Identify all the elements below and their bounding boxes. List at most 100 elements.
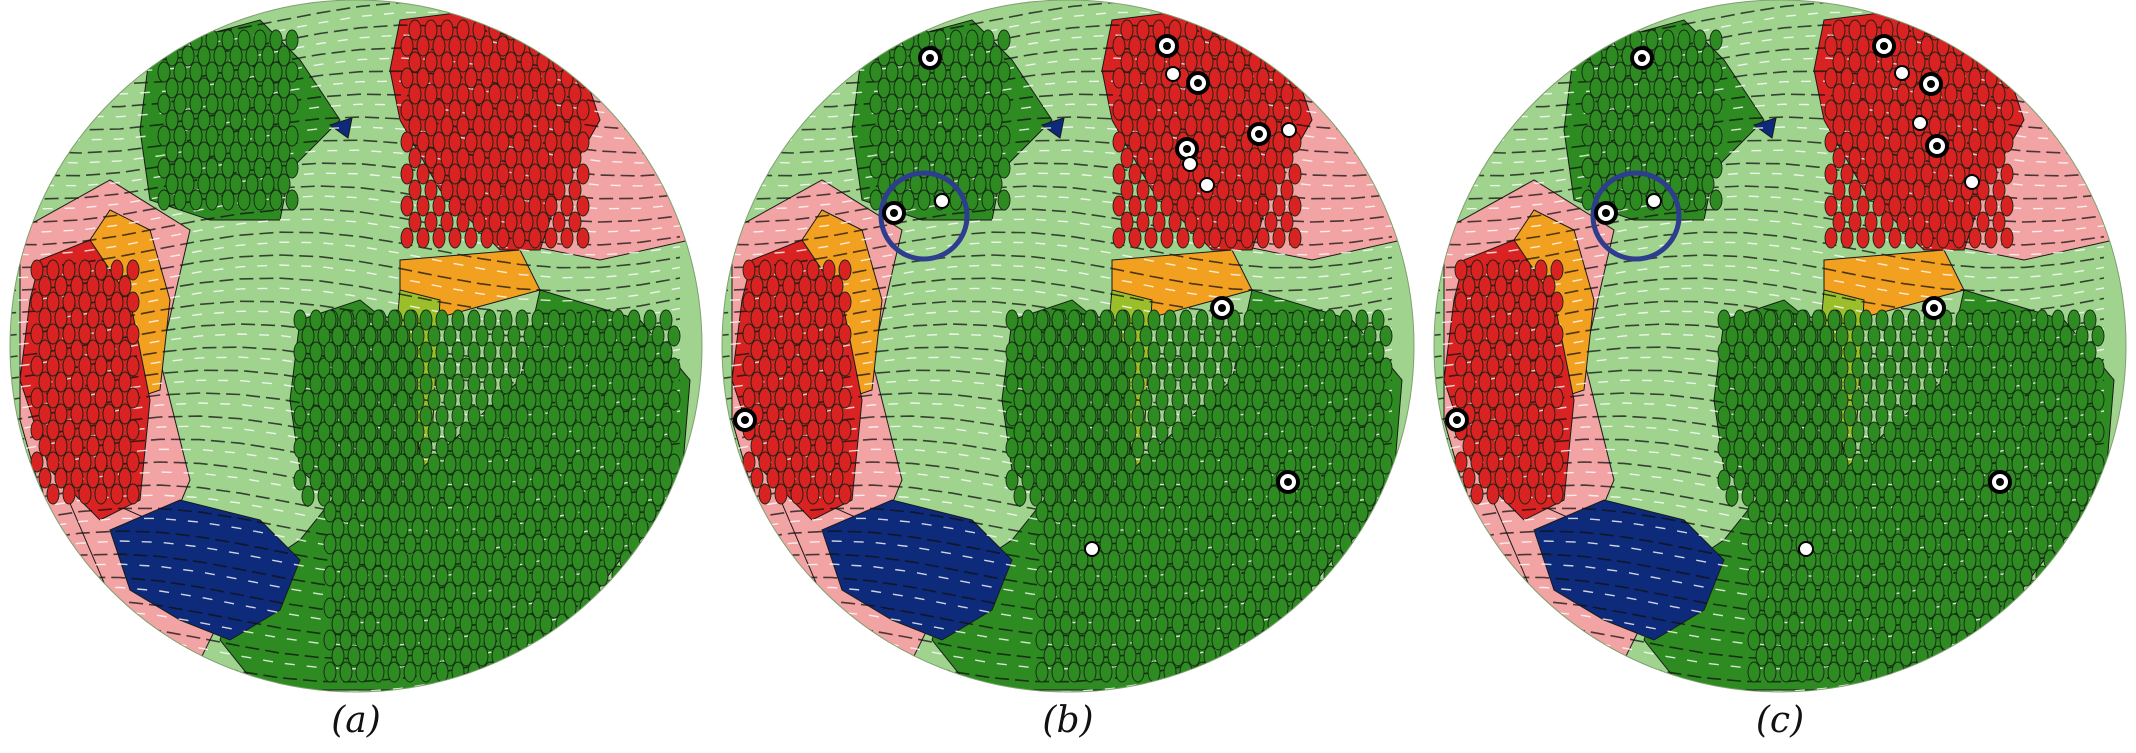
cell	[1968, 67, 1982, 89]
cell	[1267, 645, 1281, 667]
cell	[1747, 533, 1761, 555]
cell	[2000, 227, 2014, 249]
cell	[1819, 645, 1833, 667]
cell	[1819, 389, 1833, 411]
cell	[157, 61, 171, 83]
cell	[38, 435, 52, 457]
cell	[62, 419, 76, 441]
cell	[1819, 613, 1833, 635]
cell	[2003, 373, 2017, 395]
cell	[1243, 373, 1257, 395]
cell	[1581, 61, 1595, 83]
cell	[1179, 629, 1193, 651]
cell	[435, 437, 449, 459]
cell	[925, 109, 939, 131]
cell	[30, 259, 44, 281]
cell	[1099, 373, 1113, 395]
cell	[523, 389, 537, 411]
cell	[1979, 389, 1993, 411]
cell	[901, 189, 915, 211]
cell	[1510, 403, 1524, 425]
marker-point-center	[1183, 145, 1191, 153]
cell	[1128, 67, 1142, 89]
cell	[435, 309, 449, 331]
cell	[619, 581, 633, 603]
cell	[1216, 147, 1230, 169]
cell	[1211, 341, 1225, 363]
cell	[1763, 629, 1777, 651]
cell	[1139, 453, 1153, 475]
cell	[520, 147, 534, 169]
cell	[237, 189, 251, 211]
cell	[790, 483, 804, 505]
cell	[782, 435, 796, 457]
cell	[1867, 357, 1881, 379]
marker-point-center	[1194, 79, 1202, 87]
cell	[909, 141, 923, 163]
cell	[1891, 661, 1905, 683]
cell	[1891, 309, 1905, 331]
cell	[1171, 357, 1185, 379]
cell	[1259, 565, 1273, 587]
cell	[568, 147, 582, 169]
cell	[70, 467, 84, 489]
cell	[1915, 581, 1929, 603]
cell	[408, 19, 422, 41]
cell	[830, 307, 844, 329]
cell	[1478, 371, 1492, 393]
cell	[587, 389, 601, 411]
cell	[2067, 533, 2081, 555]
cell	[2075, 485, 2089, 507]
cell	[339, 565, 353, 587]
cell	[981, 61, 995, 83]
cell	[611, 629, 625, 651]
cell	[1843, 533, 1857, 555]
cell	[531, 469, 545, 491]
cell	[1288, 195, 1302, 217]
cell	[387, 501, 401, 523]
cell	[1872, 99, 1886, 121]
cell	[1187, 549, 1201, 571]
cell	[1880, 179, 1894, 201]
cell	[2003, 309, 2017, 331]
cell	[1083, 629, 1097, 651]
cell	[213, 109, 227, 131]
cell	[1875, 373, 1889, 395]
cell	[1891, 373, 1905, 395]
cell	[2083, 341, 2097, 363]
cell	[424, 83, 438, 105]
cell	[515, 341, 529, 363]
cell	[1107, 357, 1121, 379]
cell	[387, 437, 401, 459]
cell	[651, 581, 665, 603]
cell	[157, 29, 171, 51]
cell	[539, 613, 553, 635]
cell	[30, 451, 44, 473]
cell	[1043, 325, 1057, 347]
cell	[1112, 227, 1126, 249]
cell	[1240, 227, 1254, 249]
cell	[1291, 341, 1305, 363]
cell	[1259, 341, 1273, 363]
cell	[869, 157, 883, 179]
cell	[1323, 437, 1337, 459]
cell	[1163, 437, 1177, 459]
cell	[758, 451, 772, 473]
cell	[2075, 389, 2089, 411]
cell	[1550, 323, 1564, 345]
cell	[1899, 485, 1913, 507]
cell	[1120, 179, 1134, 201]
cell	[901, 61, 915, 83]
cell	[667, 325, 681, 347]
cell	[2083, 533, 2097, 555]
cell	[1875, 309, 1889, 331]
cell	[579, 629, 593, 651]
cell	[571, 357, 585, 379]
cell	[1550, 419, 1564, 441]
cell	[758, 419, 772, 441]
cell	[1331, 453, 1345, 475]
cell	[62, 323, 76, 345]
cell	[547, 373, 561, 395]
cell	[1701, 45, 1715, 67]
cell	[331, 357, 345, 379]
